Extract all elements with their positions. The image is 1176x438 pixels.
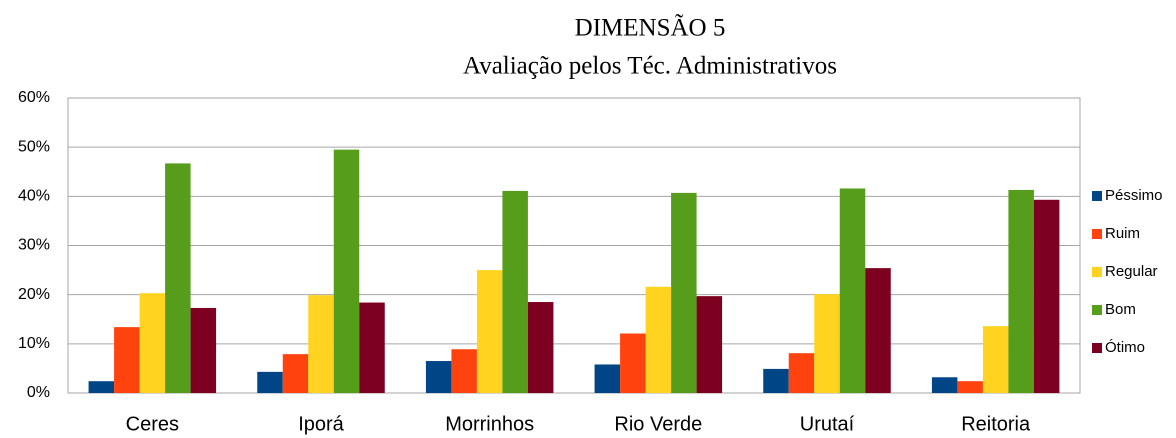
x-tick-label: Reitoria <box>961 413 1031 435</box>
bar <box>333 149 360 393</box>
bar <box>451 349 477 393</box>
bar <box>257 371 283 393</box>
bar <box>88 381 115 393</box>
bar <box>594 364 621 393</box>
legend-swatch <box>1092 191 1102 201</box>
bar <box>425 361 452 393</box>
legend-swatch <box>1092 305 1102 315</box>
bar <box>696 296 723 393</box>
bar <box>671 192 697 393</box>
x-tick-label: Rio Verde <box>614 413 702 435</box>
y-tick-label: 0% <box>27 384 50 401</box>
bar <box>931 377 958 393</box>
x-tick-label: Ceres <box>126 413 179 435</box>
bar <box>282 354 309 393</box>
y-tick-label: 50% <box>18 138 50 155</box>
bar <box>1033 199 1060 393</box>
y-tick-label: 40% <box>18 188 50 205</box>
bar <box>763 368 789 393</box>
legend-label: Péssimo <box>1105 187 1163 204</box>
bar <box>502 190 528 393</box>
y-tick-label: 30% <box>18 237 50 254</box>
legend-swatch <box>1092 229 1102 239</box>
bar <box>645 286 672 393</box>
legend-label: Bom <box>1105 301 1136 318</box>
bar <box>957 381 983 393</box>
x-tick-label: Morrinhos <box>445 413 534 435</box>
bar <box>982 326 1009 393</box>
y-tick-label: 20% <box>18 286 50 303</box>
bar <box>839 188 866 393</box>
legend-label: Ruim <box>1105 225 1140 242</box>
x-tick-label: Urutaí <box>800 413 855 435</box>
bar <box>139 293 166 393</box>
legend-label: Ótimo <box>1105 339 1145 356</box>
plot-frame <box>67 97 1081 394</box>
bar <box>114 327 140 393</box>
bar <box>620 333 646 393</box>
legend-label: Regular <box>1105 263 1158 280</box>
bar <box>476 270 503 393</box>
bar <box>308 295 334 393</box>
chart-subtitle: Avaliação pelos Téc. Administrativos <box>463 53 837 80</box>
chart-title: DIMENSÃO 5 <box>575 14 726 42</box>
bar <box>814 294 840 393</box>
x-tick-label: Iporá <box>298 413 344 435</box>
bar <box>527 302 554 393</box>
bar <box>190 307 217 393</box>
y-tick-label: 60% <box>18 89 50 106</box>
legend-swatch <box>1092 343 1102 353</box>
bar <box>865 268 891 393</box>
bar <box>165 163 191 393</box>
bar <box>788 353 815 393</box>
y-tick-label: 10% <box>18 335 50 352</box>
bar <box>1008 189 1034 393</box>
bar <box>359 302 385 393</box>
legend-swatch <box>1092 267 1102 277</box>
